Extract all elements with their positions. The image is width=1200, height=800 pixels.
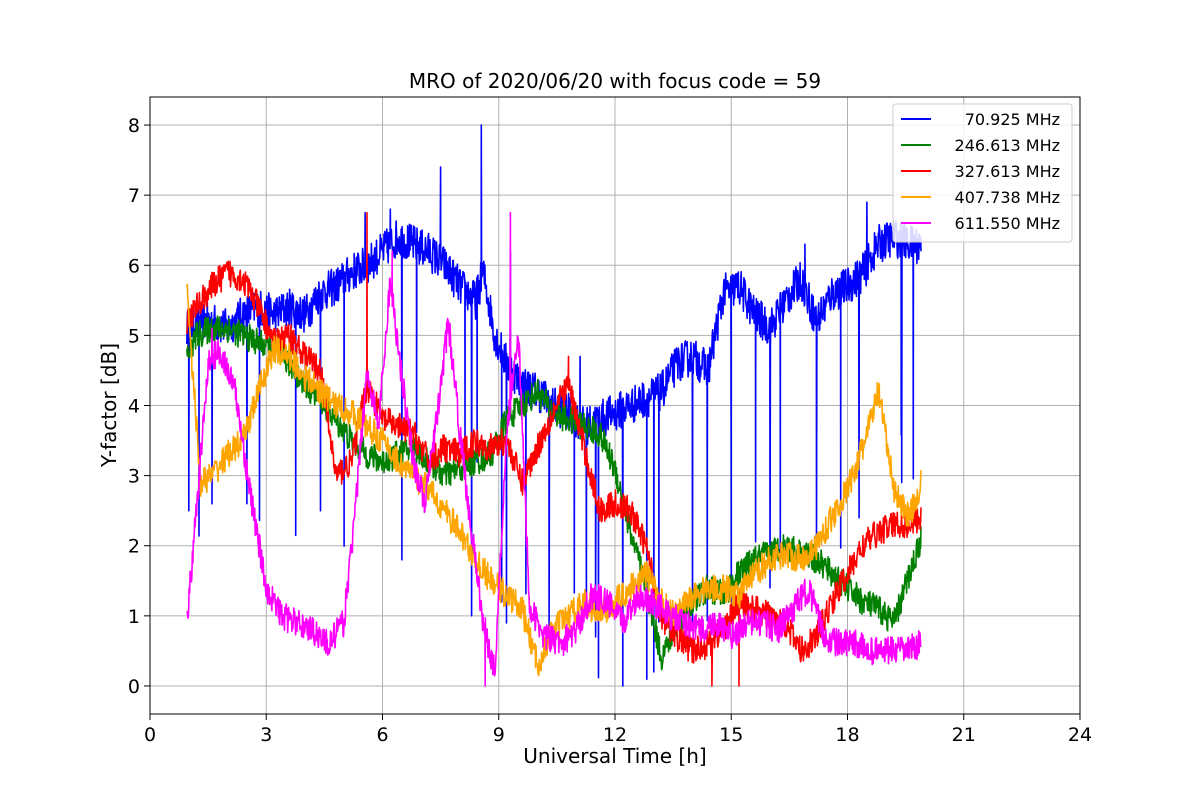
legend-entry: 611.550 MHz — [955, 214, 1060, 233]
x-axis-label: Universal Time [h] — [523, 744, 706, 768]
x-tick-label: 15 — [719, 724, 743, 746]
y-tick-label: 5 — [128, 325, 140, 347]
y-tick-label: 0 — [128, 676, 140, 698]
series-line — [186, 211, 922, 687]
x-tick-label: 9 — [493, 724, 505, 746]
y-axis-label: Y-factor [dB] — [97, 343, 121, 468]
y-tick-label: 1 — [128, 606, 140, 628]
legend-entry: 407.738 MHz — [955, 188, 1060, 207]
legend: 70.925 MHz 246.613 MHz 327.613 MHz 407.738 … — [892, 103, 1073, 243]
y-tick-label: 3 — [128, 466, 140, 488]
x-tick-label: 21 — [952, 724, 976, 746]
y-tick-label: 2 — [128, 536, 140, 558]
y-tick-label: 7 — [128, 185, 140, 207]
legend-box — [892, 103, 1073, 243]
y-tick-label: 8 — [128, 115, 140, 137]
y-tick-label: 6 — [128, 255, 140, 277]
x-tick-label: 6 — [376, 724, 388, 746]
chart-title: MRO of 2020/06/20 with focus code = 59 — [409, 69, 821, 93]
y-tick-label: 4 — [128, 396, 140, 418]
x-tick-label: 12 — [603, 724, 627, 746]
x-tick-label: 3 — [260, 724, 272, 746]
legend-entry: 70.925 MHz — [965, 110, 1060, 129]
legend-entry: 246.613 MHz — [955, 136, 1060, 155]
x-tick-label: 18 — [835, 724, 859, 746]
x-tick-label: 24 — [1068, 724, 1092, 746]
legend-entry: 327.613 MHz — [955, 162, 1060, 181]
series-line — [186, 211, 922, 687]
x-tick-label: 0 — [144, 724, 156, 746]
plot-area — [186, 124, 922, 687]
